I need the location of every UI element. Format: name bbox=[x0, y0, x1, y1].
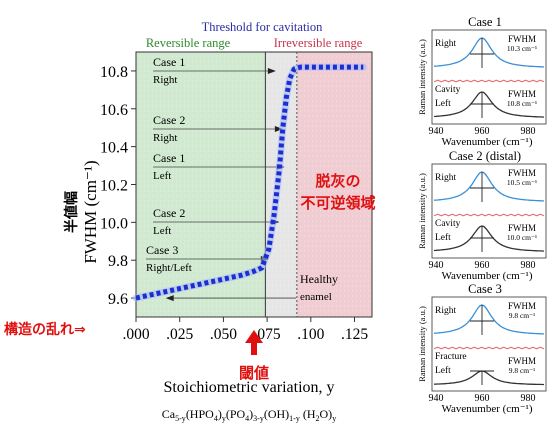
inset-x-tick-label: 980 bbox=[521, 126, 536, 137]
threshold-label: Threshold for cavitation bbox=[202, 20, 324, 34]
inset-ylabel: Raman intensity (a.u.) bbox=[417, 306, 427, 382]
case-sublabel: Left bbox=[153, 170, 171, 182]
case-sublabel: Left bbox=[153, 225, 171, 237]
inset-x-tick-label: 980 bbox=[521, 260, 536, 271]
y-axis-label: FWHM (cm⁻¹) bbox=[81, 160, 100, 263]
inset-x-tick-label: 940 bbox=[429, 393, 444, 404]
threshold-up-arrow bbox=[245, 330, 263, 355]
case-label: Case 1 bbox=[153, 151, 185, 165]
spectrum-left bbox=[433, 91, 545, 118]
inset-label-left: Left bbox=[435, 232, 451, 243]
inset-fwhm-label: FWHM bbox=[508, 34, 536, 44]
inset-label-right: Right bbox=[435, 173, 456, 183]
spectrum-right bbox=[433, 171, 544, 202]
inset-fwhm-value: 10.5 cm⁻¹ bbox=[507, 178, 537, 187]
inset-ylabel: Raman intensity (a.u.) bbox=[417, 39, 427, 115]
region-1 bbox=[296, 52, 372, 317]
spectrum-middle bbox=[433, 346, 545, 350]
inset-fwhm-value: 10.3 cm⁻¹ bbox=[507, 44, 537, 53]
inset-x-tick-label: 940 bbox=[429, 126, 444, 137]
inset-2: Case 2 (distal) Raman intensity (a.u.) 940… bbox=[417, 149, 547, 282]
grid bbox=[136, 55, 372, 317]
disorder-label: 構造の乱れ⇒ bbox=[4, 321, 86, 338]
inset-xlabel: Wavenumber (cm⁻¹) bbox=[442, 403, 533, 415]
threshold-jp-label: 閾値 bbox=[239, 364, 269, 382]
inset-label-left: Left bbox=[435, 365, 451, 376]
y-tick-label: 10.4 bbox=[100, 140, 128, 157]
spectrum-left bbox=[433, 225, 545, 252]
inset-label-right: Right bbox=[435, 306, 456, 316]
case-labels: Case 1 Right Case 2 Right Case 1 Left Case 2 Le… bbox=[146, 55, 338, 303]
inset-label-middle: Cavity bbox=[435, 219, 461, 229]
y-tick-label: 10.6 bbox=[100, 102, 128, 119]
fwhm-series bbox=[132, 63, 367, 302]
demineralization-label-2: 不可逆領域 bbox=[300, 194, 375, 212]
inset-label-middle: Fracture bbox=[435, 352, 467, 362]
spectrum-middle bbox=[433, 79, 545, 83]
y-tick-label: 10.0 bbox=[100, 215, 128, 232]
case-label: Case 2 bbox=[153, 113, 185, 127]
inset-fwhm-label: FWHM bbox=[508, 223, 536, 233]
y-tick-label: 10.2 bbox=[100, 178, 128, 195]
case-sublabel: Right/Left bbox=[146, 262, 192, 274]
case-label: Case 2 bbox=[153, 206, 185, 220]
inset-1: Case 1 Raman intensity (a.u.) 940 960 980Wav… bbox=[417, 15, 547, 148]
inset-fwhm-value: 9.8 cm⁻¹ bbox=[509, 366, 536, 375]
inset-title: Case 2 (distal) bbox=[449, 149, 521, 163]
inset-xlabel: Wavenumber (cm⁻¹) bbox=[442, 270, 533, 282]
case-label: Healthy bbox=[300, 272, 338, 286]
inset-3: Case 3 Raman intensity (a.u.) 940 960 980Wav… bbox=[417, 282, 547, 415]
inset-label-middle: Cavity bbox=[435, 85, 461, 95]
region-label-reversible: Reversible range bbox=[146, 36, 231, 50]
y-axis-label-jp: 半値幅 bbox=[63, 191, 80, 233]
case-sublabel: Right bbox=[153, 74, 177, 86]
region-label-irreversible: Irreversible range bbox=[274, 36, 363, 50]
case-arrow-head bbox=[274, 126, 283, 132]
inset-title: Case 1 bbox=[468, 15, 502, 29]
inset-x-tick-label: 960 bbox=[475, 126, 490, 137]
case-arrow-head bbox=[165, 295, 174, 302]
inset-fwhm-label: FWHM bbox=[508, 89, 536, 99]
demineralization-label-1: 脱灰の bbox=[315, 172, 360, 190]
case-label: Case 1 bbox=[153, 55, 185, 69]
x-tick-label: .025 bbox=[166, 326, 193, 343]
x-tick-label: .075 bbox=[254, 326, 281, 343]
axis-ticks: 9.6 9.8 10.0 10.2 10.4 10.6 10.8 .000 .025 .050 .0… bbox=[100, 64, 368, 343]
inset-label-right: Right bbox=[435, 39, 456, 49]
spectrum-left bbox=[433, 370, 544, 386]
spectrum-middle bbox=[433, 213, 545, 217]
y-tick-label: 10.8 bbox=[100, 64, 128, 81]
inset-fwhm-label: FWHM bbox=[508, 301, 536, 311]
inset-fwhm-value: 10.0 cm⁻¹ bbox=[507, 233, 537, 242]
inset-x-tick-label: 960 bbox=[475, 393, 490, 404]
case-arrow-head bbox=[267, 68, 276, 74]
inset-title: Case 3 bbox=[468, 282, 502, 296]
inset-fwhm-label: FWHM bbox=[508, 356, 536, 366]
x-axis-label: Stoichiometric variation, y bbox=[163, 379, 334, 396]
inset-x-tick-label: 960 bbox=[475, 260, 490, 271]
formula: Ca5-y(HPO4)y(PO4)3-y(OH)1-y (H2O)y bbox=[162, 407, 336, 423]
inset-fwhm-value: 10.8 cm⁻¹ bbox=[507, 99, 537, 108]
case-sublabel: enamel bbox=[300, 291, 332, 303]
y-tick-label: 9.6 bbox=[108, 291, 128, 308]
spectrum-right bbox=[433, 304, 544, 335]
inset-fwhm-value: 9.8 cm⁻¹ bbox=[509, 311, 536, 320]
inset-label-left: Left bbox=[435, 98, 451, 109]
threshold-lines bbox=[264, 52, 298, 317]
spectrum-right bbox=[433, 37, 544, 68]
case-sublabel: Right bbox=[153, 132, 177, 144]
inset-fwhm-label: FWHM bbox=[508, 168, 536, 178]
inset-ylabel: Raman intensity (a.u.) bbox=[417, 173, 427, 249]
x-tick-label: .000 bbox=[122, 326, 149, 343]
x-tick-label: .050 bbox=[210, 326, 237, 343]
inset-x-tick-label: 980 bbox=[521, 393, 536, 404]
x-tick-label: .100 bbox=[297, 326, 324, 343]
inset-xlabel: Wavenumber (cm⁻¹) bbox=[442, 136, 533, 148]
inset-x-tick-label: 940 bbox=[429, 260, 444, 271]
case-label: Case 3 bbox=[146, 243, 178, 257]
y-tick-label: 9.8 bbox=[108, 253, 128, 270]
x-tick-label: .125 bbox=[341, 326, 368, 343]
